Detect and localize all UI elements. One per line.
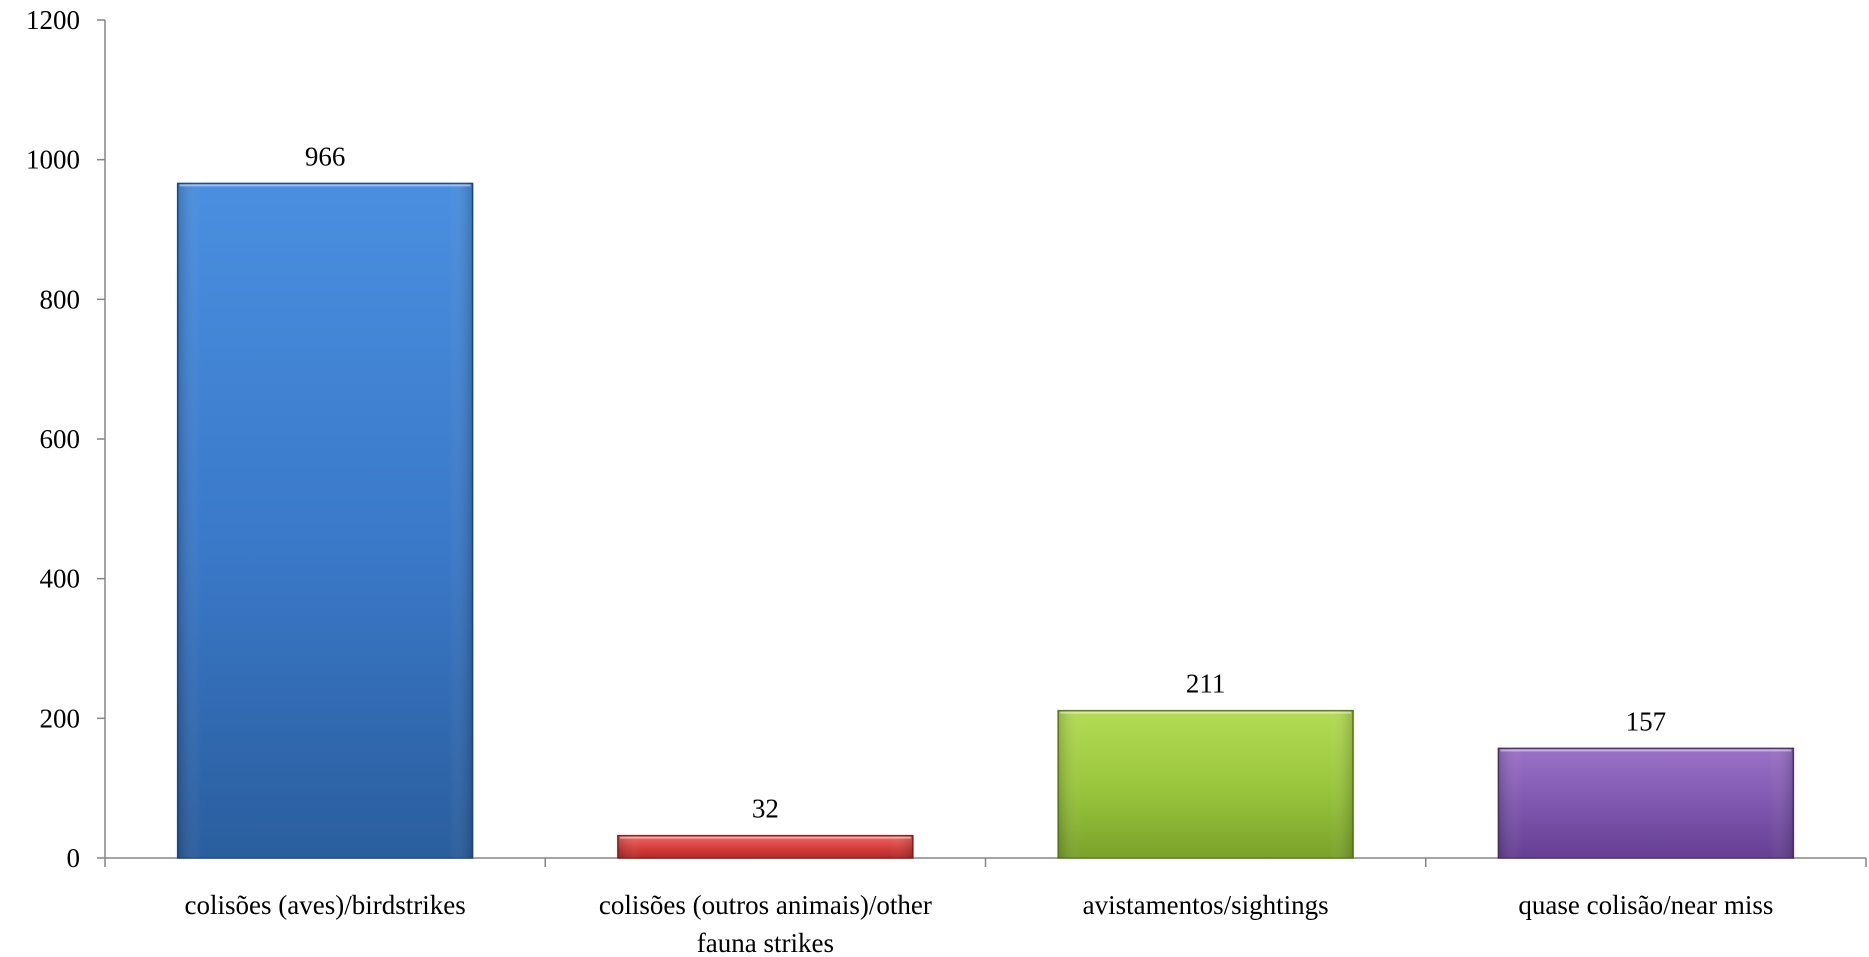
- data-label: 32: [752, 794, 779, 824]
- category-label: colisões (outros animais)/other fauna str…: [599, 890, 932, 957]
- category-label-line: colisões (outros animais)/other: [599, 890, 932, 920]
- bar-shade: [1058, 710, 1354, 858]
- bar: [1497, 747, 1795, 859]
- category-label: quase colisão/near miss: [1518, 890, 1773, 920]
- data-label: 157: [1626, 706, 1667, 736]
- labels: 966 colisões (aves)/birdstrikes 32 colisões…: [185, 141, 1774, 957]
- category-label-line: quase colisão/near miss: [1518, 890, 1773, 920]
- y-tick-label: 1200: [26, 5, 80, 35]
- category-label-line: fauna strikes: [697, 928, 834, 957]
- bar: [176, 182, 474, 859]
- y-tick-label: 600: [40, 424, 81, 454]
- bar-shade: [177, 183, 473, 858]
- y-tick-label: 800: [40, 284, 81, 314]
- y-tick-label: 0: [67, 843, 81, 873]
- category-label: colisões (aves)/birdstrikes: [185, 890, 466, 920]
- category-label-line: colisões (aves)/birdstrikes: [185, 890, 466, 920]
- bar: [1057, 709, 1354, 859]
- data-label: 966: [305, 141, 346, 171]
- bars: [176, 182, 1795, 859]
- y-tick-label: 200: [40, 703, 81, 733]
- category-label-line: avistamentos/sightings: [1083, 890, 1329, 920]
- y-tick-label: 1000: [26, 145, 80, 175]
- y-tick-label: 400: [40, 564, 81, 594]
- data-label: 211: [1186, 669, 1226, 699]
- bar: [617, 834, 914, 859]
- bar-shade: [617, 835, 913, 858]
- bar-shade: [1498, 748, 1794, 858]
- category-label: avistamentos/sightings: [1083, 890, 1329, 920]
